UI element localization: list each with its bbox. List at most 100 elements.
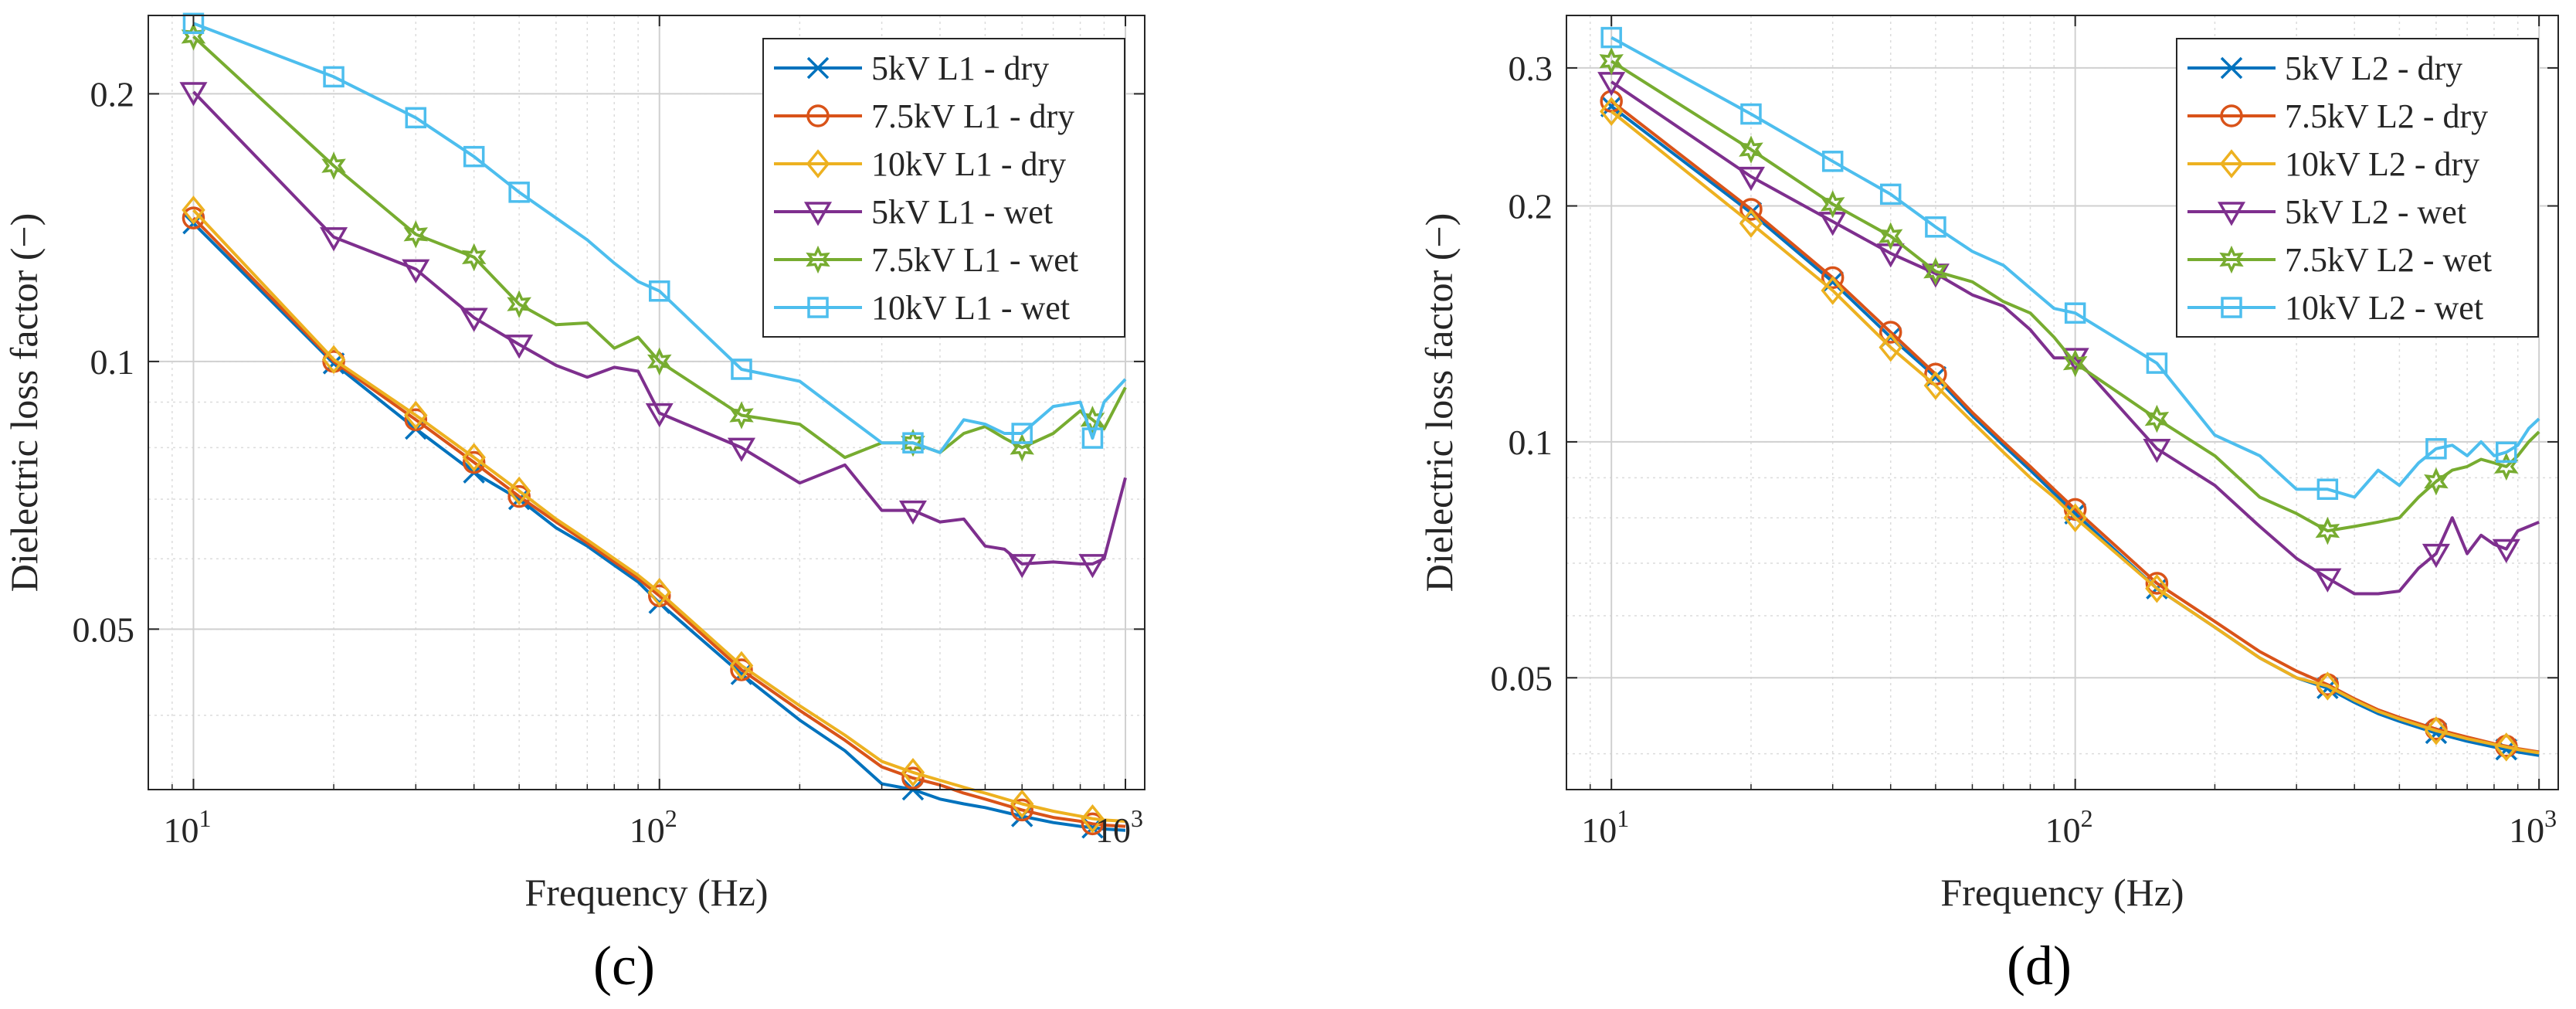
x-tick-label: 103: [2509, 804, 2557, 850]
data-point: [1739, 209, 1763, 238]
data-point: [182, 12, 205, 35]
legend-marker: [806, 56, 830, 80]
data-point: [1740, 103, 1762, 125]
data-point: [505, 335, 534, 359]
legend-marker: [2219, 245, 2244, 274]
data-point: [2494, 732, 2519, 762]
series-line: [1610, 80, 2540, 596]
legend-item: 10kV L1 - dry: [774, 145, 1066, 183]
legend-label: 7.5kV L1 - dry: [871, 97, 1074, 135]
data-point: [2313, 568, 2342, 593]
legend-item: 7.5kV L2 - wet: [2187, 241, 2492, 279]
series-10kv-l1-dry: [182, 195, 1126, 834]
chart-panel-c: 101 102 103 0.05 0.1 0.2 Frequency (Hz) Dielect…: [2, 12, 1145, 914]
data-point: [2064, 302, 2086, 324]
data-point: [508, 182, 530, 203]
data-point: [2062, 348, 2088, 378]
legend-label: 7.5kV L1 - wet: [871, 241, 1078, 279]
data-point: [179, 82, 208, 107]
series-line: [192, 22, 1127, 454]
data-point: [2424, 716, 2449, 746]
axes-box: [148, 15, 1145, 790]
data-point: [2492, 538, 2520, 564]
grid: [1566, 15, 2558, 790]
x-tick-label: 101: [163, 804, 211, 850]
data-point: [1821, 266, 1845, 290]
data-point: [1739, 198, 1763, 221]
series-line: [1610, 110, 2540, 755]
series-line: [192, 35, 1127, 460]
y-tick-label: 0.2: [1509, 187, 1553, 226]
data-point: [1081, 427, 1104, 449]
data-point: [1923, 257, 1948, 286]
data-point: [182, 195, 205, 225]
legend-item: 5kV L1 - dry: [774, 49, 1049, 87]
y-tick-label: 0.05: [1491, 658, 1553, 698]
data-point: [647, 577, 672, 607]
series-line: [192, 209, 1126, 823]
data-point: [462, 450, 486, 474]
data-point: [729, 651, 754, 681]
data-point: [727, 437, 756, 462]
data-point: [2144, 404, 2170, 433]
data-point: [645, 403, 674, 428]
y-axis-title: Dielectric loss factor (−): [1417, 213, 1461, 592]
y-axis-title: Dielectric loss factor (−): [2, 213, 46, 592]
legend-item: 10kV L1 - wet: [774, 289, 1070, 327]
data-point: [320, 227, 348, 252]
data-point: [1878, 222, 1903, 250]
legend-box: [2176, 38, 2539, 338]
legend-item: 5kV L1 - wet: [774, 193, 1053, 231]
data-point: [2146, 352, 2168, 374]
data-point: [402, 259, 430, 284]
data-point: [1010, 798, 1033, 822]
data-point: [2315, 516, 2340, 545]
data-point: [405, 107, 427, 129]
legend-item: 7.5kV L2 - dry: [2187, 97, 2488, 135]
series-10kv-l2-dry: [1599, 97, 2540, 762]
legend-label: 5kV L1 - dry: [871, 49, 1049, 87]
x-tick-label: 103: [1095, 804, 1143, 850]
x-axis-title: Frequency (Hz): [524, 871, 768, 914]
legend-label: 5kV L2 - wet: [2285, 193, 2466, 231]
legend-item: 5kV L2 - wet: [2187, 193, 2466, 231]
legend-item: 7.5kV L1 - dry: [774, 97, 1074, 135]
series-10kv-l1-wet: [182, 12, 1127, 454]
data-point: [731, 358, 752, 380]
legend: 5kV L2 - dry 7.5kV L2 - dry 10kV L2 - dry 5…: [2176, 38, 2539, 338]
y-tick-label: 0.2: [90, 74, 135, 114]
data-point: [403, 220, 429, 249]
series-5kv-l1-wet: [179, 82, 1127, 579]
data-point: [1011, 423, 1033, 444]
legend-box: [762, 38, 1125, 338]
data-point: [1879, 183, 1902, 206]
series-7-5kv-l2-wet: [1599, 47, 2540, 545]
legend-label: 10kV L2 - wet: [2285, 289, 2483, 327]
data-point: [1008, 554, 1037, 579]
series-10kv-l2-wet: [1600, 26, 2540, 501]
legend-marker: [806, 245, 830, 274]
data-point: [461, 243, 487, 272]
data-point: [2145, 572, 2169, 595]
x-tick-label: 102: [2045, 804, 2093, 850]
data-point: [1879, 321, 1902, 344]
data-point: [1820, 190, 1845, 219]
data-point: [2425, 438, 2447, 460]
data-point: [321, 151, 346, 180]
legend-label: 10kV L1 - wet: [871, 289, 1070, 327]
data-point: [2145, 573, 2169, 603]
data-point: [1923, 371, 1948, 400]
data-point: [1599, 47, 1624, 76]
y-tick-label: 0.1: [90, 342, 135, 382]
data-point: [1821, 151, 1844, 172]
series-line: [192, 90, 1127, 566]
data-point: [323, 66, 344, 88]
panel-label: (d): [2007, 935, 2072, 997]
data-point: [507, 290, 531, 318]
series-line: [1610, 59, 2540, 533]
legend-marker: [803, 202, 833, 226]
data-point: [404, 408, 428, 432]
legend-marker: [806, 104, 830, 127]
x-tick-label: 102: [630, 804, 677, 850]
data-point: [462, 443, 486, 472]
